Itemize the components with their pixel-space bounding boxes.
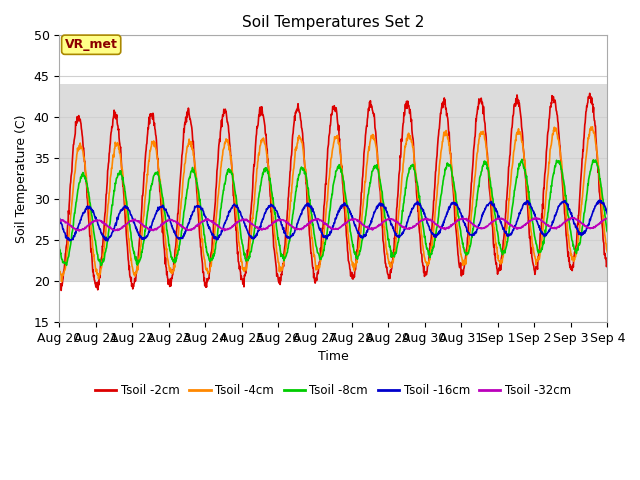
Tsoil -16cm	[239, 216, 246, 222]
Tsoil -32cm	[56, 217, 63, 223]
Y-axis label: Soil Temperature (C): Soil Temperature (C)	[15, 114, 28, 243]
Line: Tsoil -32cm: Tsoil -32cm	[60, 217, 607, 231]
Tsoil -4cm	[58, 279, 65, 285]
Tsoil -8cm	[490, 206, 498, 212]
Tsoil -2cm	[239, 281, 246, 287]
Tsoil -16cm	[419, 206, 426, 212]
Tsoil -32cm	[76, 228, 83, 234]
Tsoil -32cm	[532, 215, 540, 220]
Line: Tsoil -4cm: Tsoil -4cm	[60, 127, 607, 282]
Tsoil -8cm	[419, 220, 426, 226]
Text: VR_met: VR_met	[65, 38, 118, 51]
Tsoil -32cm	[419, 216, 426, 222]
Bar	[60, 84, 607, 281]
Tsoil -32cm	[164, 218, 172, 224]
Tsoil -4cm	[490, 225, 498, 230]
Tsoil -4cm	[604, 249, 611, 255]
Tsoil -4cm	[164, 259, 172, 264]
Tsoil -16cm	[178, 235, 186, 241]
Tsoil -2cm	[178, 160, 186, 166]
Tsoil -8cm	[164, 235, 172, 240]
Tsoil -4cm	[419, 242, 426, 248]
Tsoil -4cm	[239, 265, 246, 271]
Tsoil -8cm	[178, 228, 186, 234]
Tsoil -2cm	[539, 201, 547, 207]
Tsoil -2cm	[164, 281, 172, 287]
Line: Tsoil -8cm: Tsoil -8cm	[60, 159, 607, 265]
Tsoil -16cm	[164, 213, 172, 219]
Tsoil -16cm	[104, 238, 111, 244]
Tsoil -16cm	[539, 230, 547, 236]
Tsoil -8cm	[56, 244, 63, 250]
Tsoil -4cm	[539, 229, 547, 235]
Line: Tsoil -2cm: Tsoil -2cm	[60, 93, 607, 290]
Tsoil -2cm	[586, 90, 593, 96]
Tsoil -32cm	[239, 216, 246, 222]
Tsoil -4cm	[178, 196, 186, 202]
Line: Tsoil -16cm: Tsoil -16cm	[60, 200, 607, 241]
Title: Soil Temperatures Set 2: Soil Temperatures Set 2	[242, 15, 424, 30]
Tsoil -16cm	[596, 197, 604, 203]
Tsoil -8cm	[239, 242, 246, 248]
Tsoil -8cm	[97, 263, 104, 268]
Tsoil -32cm	[539, 219, 547, 225]
Tsoil -32cm	[604, 216, 611, 222]
Legend: Tsoil -2cm, Tsoil -4cm, Tsoil -8cm, Tsoil -16cm, Tsoil -32cm: Tsoil -2cm, Tsoil -4cm, Tsoil -8cm, Tsoi…	[90, 380, 576, 402]
Tsoil -4cm	[589, 124, 596, 130]
Tsoil -8cm	[539, 242, 547, 248]
Tsoil -4cm	[56, 267, 63, 273]
Tsoil -8cm	[518, 156, 526, 162]
Tsoil -2cm	[56, 281, 63, 287]
Tsoil -2cm	[490, 241, 498, 247]
X-axis label: Time: Time	[318, 350, 349, 363]
Tsoil -16cm	[490, 201, 498, 207]
Tsoil -8cm	[604, 228, 611, 234]
Tsoil -2cm	[419, 260, 426, 265]
Tsoil -2cm	[58, 288, 65, 293]
Tsoil -2cm	[604, 260, 611, 266]
Tsoil -16cm	[56, 215, 63, 221]
Tsoil -32cm	[490, 218, 498, 224]
Tsoil -32cm	[178, 224, 186, 229]
Tsoil -16cm	[604, 211, 611, 216]
